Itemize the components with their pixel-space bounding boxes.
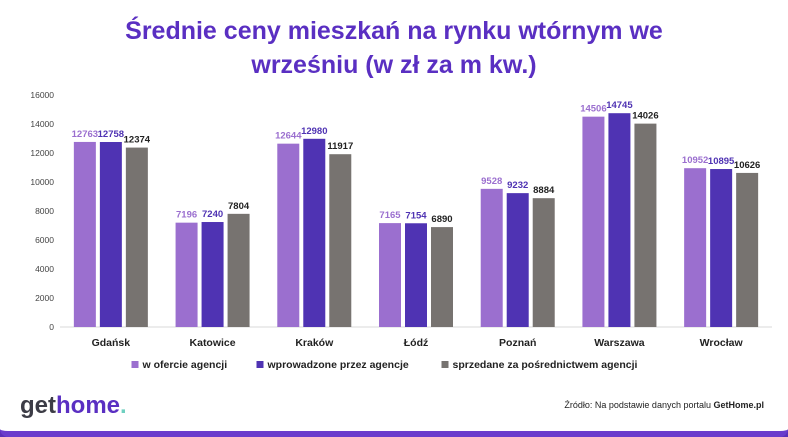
x-tick-label: Łódź [404, 337, 429, 349]
data-label: 10895 [708, 156, 735, 167]
bar [431, 227, 453, 327]
data-label: 12980 [301, 126, 327, 137]
data-label: 8884 [533, 185, 555, 196]
data-label: 9232 [507, 180, 528, 191]
data-label: 7196 [176, 210, 197, 221]
logo-dot: . [120, 392, 127, 419]
legend-swatch [256, 361, 264, 368]
source-note: Źródło: Na podstawie danych portalu GetH… [564, 400, 764, 410]
bar [329, 154, 352, 327]
bar [227, 213, 250, 327]
chart-title: Średnie ceny mieszkań na rynku wtórnym w… [0, 14, 788, 82]
bar [480, 188, 503, 327]
x-tick-label: Kraków [295, 337, 334, 349]
legend-label: sprzedane za pośrednictwem agencji [453, 359, 638, 371]
y-tick-label: 0 [49, 322, 54, 332]
data-label: 10952 [682, 155, 708, 166]
bar [201, 222, 224, 327]
data-label: 10626 [734, 160, 760, 171]
data-label: 12763 [72, 129, 98, 140]
y-tick-label: 8000 [35, 206, 54, 216]
legend-swatch [131, 361, 139, 368]
chart-title-line-2: wrześniu (w zł za m kw.) [251, 51, 537, 79]
data-label: 14506 [580, 104, 606, 115]
x-tick-label: Poznań [499, 337, 536, 349]
data-label: 6890 [431, 214, 452, 225]
data-label: 12644 [275, 131, 302, 142]
x-tick-label: Wrocław [700, 337, 744, 349]
bar [532, 198, 555, 327]
x-tick-label: Warszawa [594, 337, 645, 349]
data-label: 7154 [405, 210, 427, 221]
bar [99, 142, 122, 327]
data-label: 14026 [632, 111, 658, 122]
legend-label: w ofercie agencji [142, 359, 228, 371]
y-tick-label: 6000 [35, 235, 54, 245]
data-label: 7240 [202, 209, 223, 220]
data-label: 12758 [98, 129, 124, 140]
legend-swatch [441, 361, 449, 368]
logo-text-get: get [20, 392, 56, 419]
data-label: 11917 [327, 141, 353, 152]
data-label: 14745 [606, 100, 633, 111]
gethome-logo: gethome. [20, 392, 127, 420]
x-tick-label: Katowice [190, 337, 236, 349]
logo-text-home: home [56, 392, 121, 419]
source-prefix: Źródło: Na podstawie danych portalu [564, 400, 714, 410]
y-tick-label: 10000 [30, 177, 54, 187]
bar [506, 193, 529, 327]
bar [710, 169, 733, 327]
bar [582, 116, 605, 328]
bar [125, 147, 148, 327]
data-label: 7804 [228, 201, 250, 212]
bar [634, 123, 657, 327]
y-tick-label: 2000 [35, 293, 54, 303]
x-tick-label: Gdańsk [92, 337, 131, 349]
bar [277, 143, 300, 327]
bar [379, 223, 401, 327]
data-label: 12374 [124, 135, 151, 146]
legend-label: wprowadzone przez agencje [267, 359, 409, 371]
data-label: 7165 [379, 210, 401, 221]
y-tick-label: 14000 [30, 119, 54, 129]
bar [73, 141, 96, 327]
bar [303, 138, 326, 327]
source-site: GetHome.pl [713, 400, 764, 410]
bar [736, 172, 759, 327]
y-tick-label: 4000 [35, 264, 54, 274]
y-tick-label: 16000 [30, 90, 54, 100]
chart-title-line-1: Średnie ceny mieszkań na rynku wtórnym w… [125, 17, 663, 45]
bar [175, 222, 198, 327]
bar [405, 223, 427, 327]
bar [684, 168, 707, 327]
bar [608, 113, 631, 327]
data-label: 9528 [481, 176, 502, 187]
y-tick-label: 12000 [30, 148, 54, 158]
